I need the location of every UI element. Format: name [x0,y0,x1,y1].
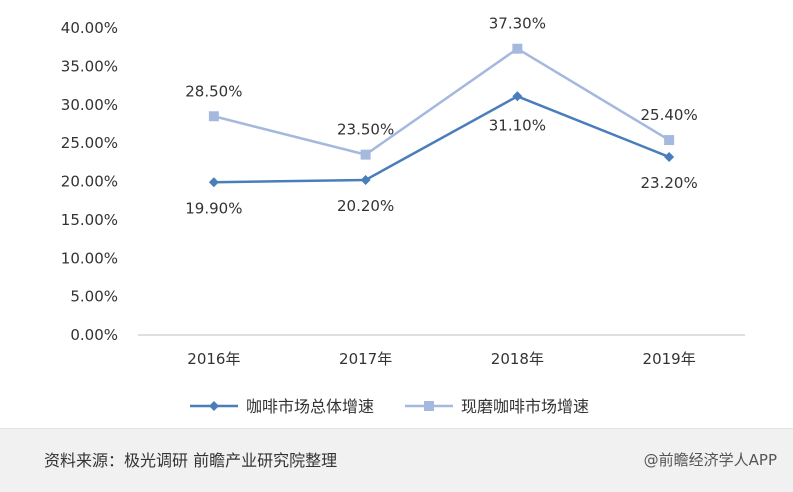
y-tick-label: 0.00% [70,326,118,344]
y-tick-label: 40.00% [61,19,118,37]
line-chart: 0.00% 5.00% 10.00% 15.00% 20.00% 25.00% 30.00%… [61,15,745,416]
data-label: 28.50% [185,82,242,100]
data-label: 31.10% [489,116,546,134]
x-tick-label: 2016年 [187,350,240,368]
data-point-marker [208,177,219,188]
y-tick-label: 10.00% [61,249,118,267]
data-label: 23.20% [641,174,698,192]
legend-marker [424,401,434,411]
legend-label: 现磨咖啡市场增速 [461,397,589,416]
data-point-marker [664,135,675,146]
y-tick-label: 20.00% [61,173,118,191]
data-label: 25.40% [641,106,698,124]
data-point-marker [664,151,675,162]
data-label: 37.30% [489,15,546,33]
data-point-marker [512,43,523,54]
series-line-1 [213,95,670,184]
x-tick-label: 2018年 [491,350,544,368]
data-label: 23.50% [337,121,394,139]
source-note: 资料来源：极光调研 前瞻产业研究院整理 [44,451,338,470]
x-tick-label: 2017年 [339,350,392,368]
y-tick-label: 15.00% [61,211,118,229]
data-point-marker [208,111,219,122]
data-point-marker [360,174,371,185]
legend-label: 咖啡市场总体增速 [246,397,374,416]
y-tick-label: 35.00% [61,57,118,75]
brand-credit: @前瞻经济学人APP [643,451,777,469]
data-point-marker [360,149,371,160]
series-line-2 [213,47,670,156]
legend-marker [209,401,219,411]
y-tick-label: 5.00% [70,288,118,306]
x-tick-label: 2019年 [643,350,696,368]
data-label: 19.90% [185,199,242,217]
footer: 资料来源：极光调研 前瞻产业研究院整理 @前瞻经济学人APP [0,428,793,492]
data-point-marker [512,91,523,102]
y-tick-label: 25.00% [61,134,118,152]
y-tick-label: 30.00% [61,96,118,114]
data-label: 20.20% [337,197,394,215]
